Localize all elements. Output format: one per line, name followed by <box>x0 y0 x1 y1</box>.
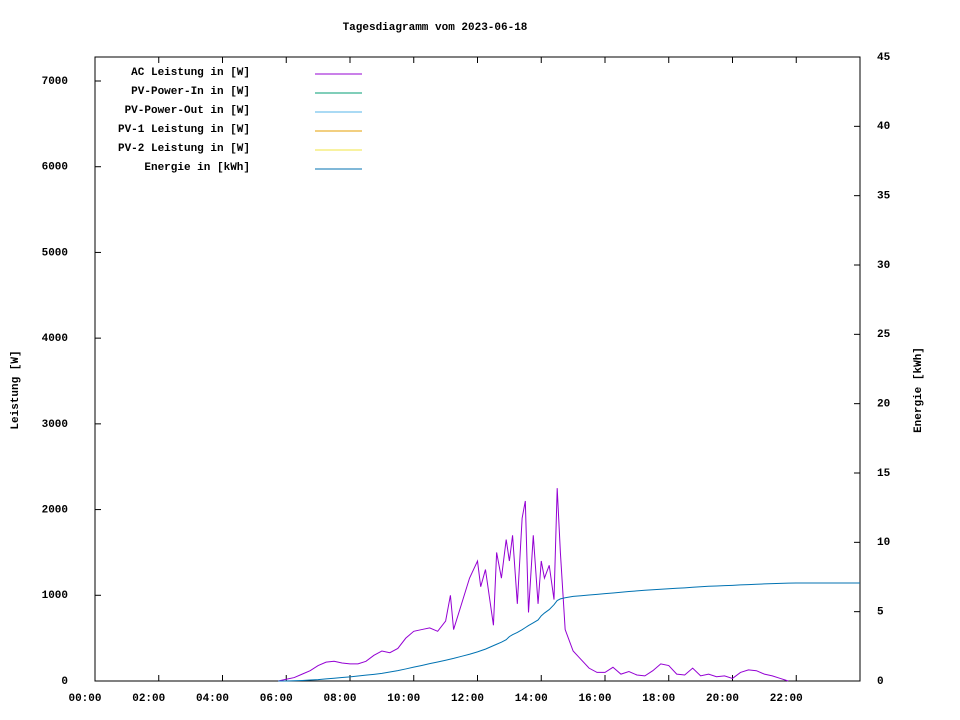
chart-title: Tagesdiagramm vom 2023-06-18 <box>343 22 528 34</box>
x-tick-label: 06:00 <box>260 693 293 705</box>
legend-label: PV-1 Leistung in [W] <box>118 124 250 136</box>
x-tick-label: 10:00 <box>387 693 420 705</box>
y2-tick-label: 10 <box>877 537 890 549</box>
y-tick-label: 3000 <box>42 419 68 431</box>
y2-tick-label: 15 <box>877 468 891 480</box>
x-tick-label: 00:00 <box>68 693 101 705</box>
x-tick-label: 14:00 <box>515 693 548 705</box>
x-tick-label: 12:00 <box>451 693 484 705</box>
y-axis-label: Leistung [W] <box>10 350 22 429</box>
legend-label: PV-Power-Out in [W] <box>125 105 250 117</box>
x-tick-label: 20:00 <box>706 693 739 705</box>
y2-axis-label: Energie [kWh] <box>913 347 925 433</box>
y2-tick-label: 30 <box>877 260 890 272</box>
y2-tick-label: 35 <box>877 191 891 203</box>
y-tick-label: 0 <box>61 676 68 688</box>
series-line <box>278 582 860 682</box>
y2-tick-label: 45 <box>877 52 891 64</box>
y-tick-label: 2000 <box>42 504 68 516</box>
x-tick-label: 02:00 <box>132 693 165 705</box>
series-line <box>278 488 789 682</box>
y2-tick-label: 5 <box>877 607 884 619</box>
x-tick-label: 22:00 <box>770 693 803 705</box>
legend-label: AC Leistung in [W] <box>131 67 250 79</box>
y2-tick-label: 20 <box>877 399 890 411</box>
y-tick-label: 5000 <box>42 247 68 259</box>
x-tick-label: 04:00 <box>196 693 229 705</box>
legend-label: Energie in [kWh] <box>144 162 250 174</box>
legend-label: PV-Power-In in [W] <box>131 86 250 98</box>
y2-tick-label: 0 <box>877 676 884 688</box>
legend-label: PV-2 Leistung in [W] <box>118 143 250 155</box>
y2-tick-label: 25 <box>877 329 891 341</box>
x-tick-label: 16:00 <box>578 693 611 705</box>
y-tick-label: 7000 <box>42 76 68 88</box>
x-tick-label: 08:00 <box>323 693 356 705</box>
y-tick-label: 1000 <box>42 590 68 602</box>
y-tick-label: 4000 <box>42 333 68 345</box>
y-tick-label: 6000 <box>42 162 68 174</box>
x-tick-label: 18:00 <box>642 693 675 705</box>
y2-tick-label: 40 <box>877 121 890 133</box>
